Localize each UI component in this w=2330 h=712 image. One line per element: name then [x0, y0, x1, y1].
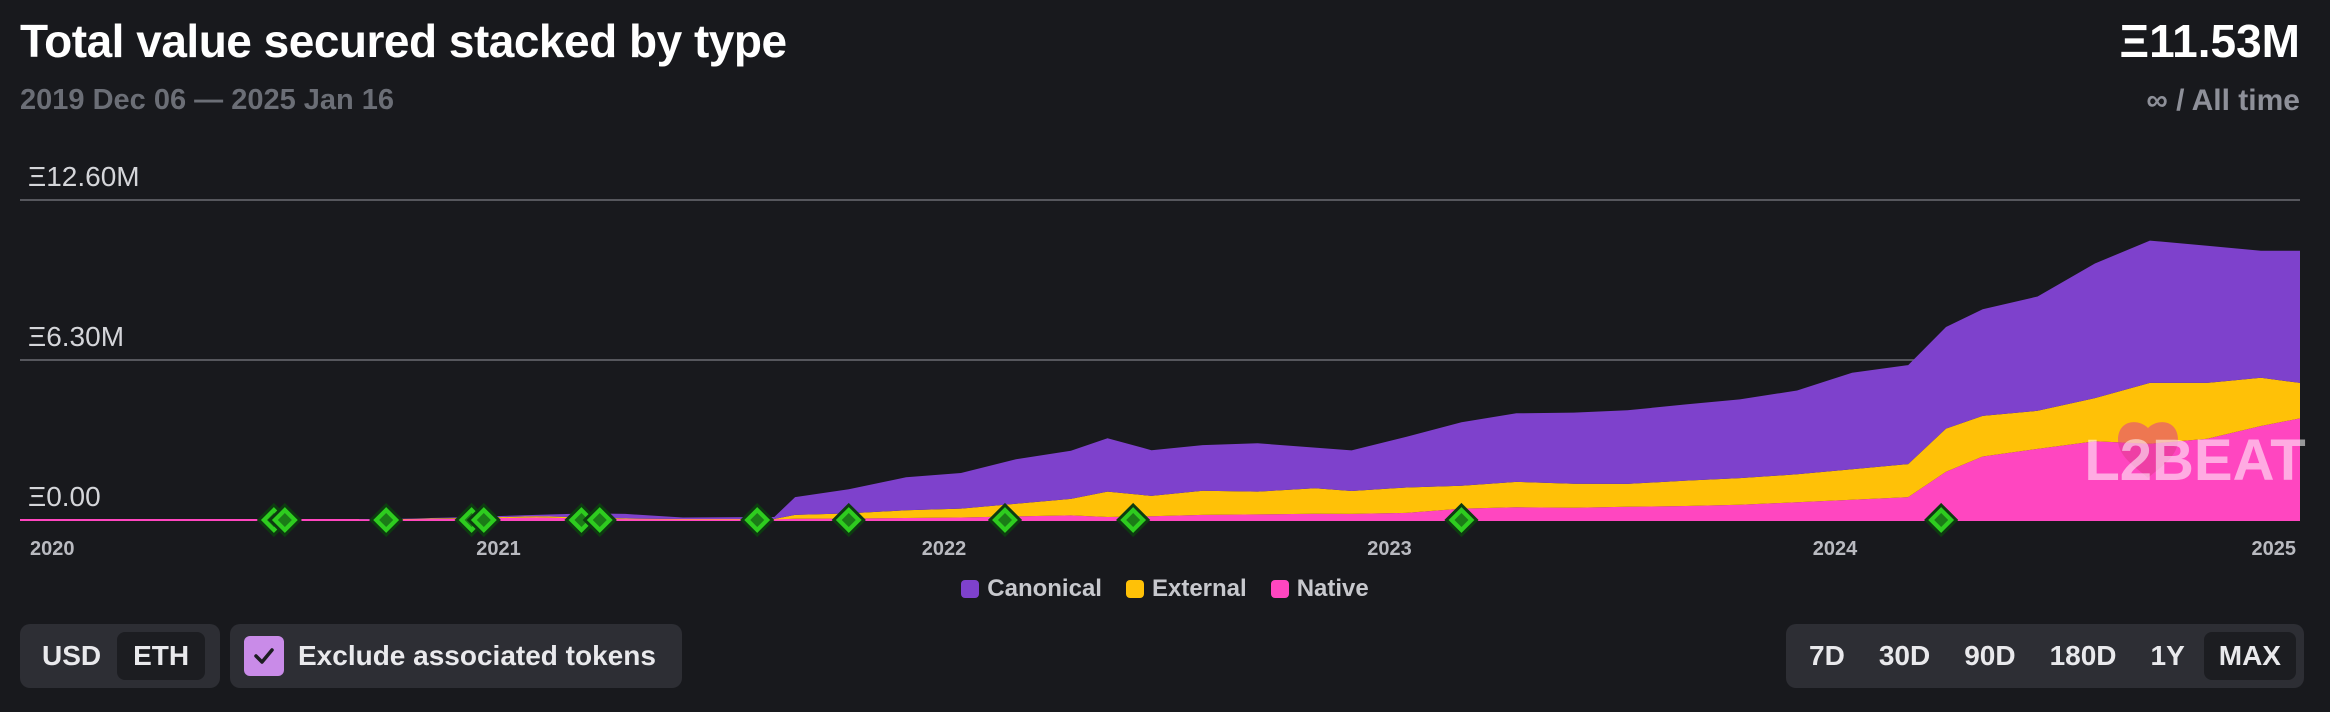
area-layer [20, 240, 2300, 520]
legend-label-external: External [1151, 575, 1247, 602]
x-tick-label: 2024 [1813, 538, 1858, 560]
unit-eth-button[interactable]: ETH [117, 632, 206, 680]
area-series-canonical[interactable] [20, 240, 2300, 520]
legend-swatch-native [1270, 580, 1289, 598]
marker-layer [256, 502, 1959, 538]
watermark: L2BEAT [2084, 422, 2306, 493]
area-series-external[interactable] [20, 377, 2300, 520]
event-marker-core [574, 513, 589, 527]
event-marker-core [997, 513, 1012, 527]
tick-layer: 2020 2021 2022 2023 2024 2025 [30, 538, 2296, 560]
x-tick-label: 2025 [2252, 538, 2297, 560]
exclude-checkbox[interactable] [244, 636, 284, 676]
period-label: ∞ / All time [2146, 84, 2300, 117]
legend-label-native: Native [1296, 575, 1369, 602]
legend-swatch-external [1125, 580, 1144, 598]
exclude-associated-toggle[interactable]: Exclude associated tokens [230, 624, 682, 688]
x-tick-label: 2021 [476, 538, 521, 560]
chart-title: Total value secured stacked by type [20, 15, 787, 67]
event-marker-core [841, 513, 856, 527]
y-tick-label: Ξ12.60M [28, 161, 140, 192]
range-30d-button[interactable]: 30D [1878, 640, 1931, 671]
time-range-selector: 7D 30D 90D 180D 1Y MAX [1786, 624, 2304, 688]
l2beat-heart-icon [2118, 422, 2178, 478]
event-marker-core [1454, 513, 1469, 527]
event-marker-core [277, 513, 292, 527]
x-tick-label: 2022 [922, 538, 967, 560]
range-7d-button[interactable]: 7D [1809, 640, 1845, 671]
l2beat-watermark-text: L2BEAT [2084, 428, 2305, 493]
unit-usd-button[interactable]: USD [42, 640, 102, 671]
event-marker-core [1126, 513, 1141, 527]
y-tick-label: Ξ0.00 [28, 481, 101, 512]
event-marker-core [750, 513, 765, 527]
event-marker-core [592, 513, 607, 527]
exclude-label: Exclude associated tokens [298, 640, 656, 671]
area-series-native[interactable] [20, 418, 2300, 520]
range-90d-button[interactable]: 90D [1964, 640, 2016, 671]
y-tick-label: Ξ6.30M [28, 321, 124, 352]
range-max-button[interactable]: MAX [2203, 632, 2296, 680]
legend-swatch-canonical [961, 580, 980, 598]
event-marker-core [476, 513, 491, 527]
x-tick-label: 2020 [30, 538, 75, 560]
x-tick-label: 2023 [1367, 538, 1412, 560]
legend: Canonical External Native [0, 575, 2330, 603]
legend-item-canonical[interactable]: Canonical [961, 575, 1102, 603]
total-value: Ξ11.53M [2119, 15, 2301, 67]
range-180d-button[interactable]: 180D [2049, 640, 2117, 671]
event-marker-core [1934, 513, 1949, 527]
legend-label-canonical: Canonical [987, 575, 1102, 602]
date-range: 2019 Dec 06 — 2025 Jan 16 [20, 84, 395, 116]
unit-toggle: USD ETH [20, 624, 220, 688]
event-marker-core [379, 513, 394, 527]
checkmark-icon [254, 648, 274, 664]
legend-item-external[interactable]: External [1125, 575, 1247, 603]
range-1y-button[interactable]: 1Y [2150, 640, 2185, 671]
legend-item-native[interactable]: Native [1270, 575, 1369, 603]
